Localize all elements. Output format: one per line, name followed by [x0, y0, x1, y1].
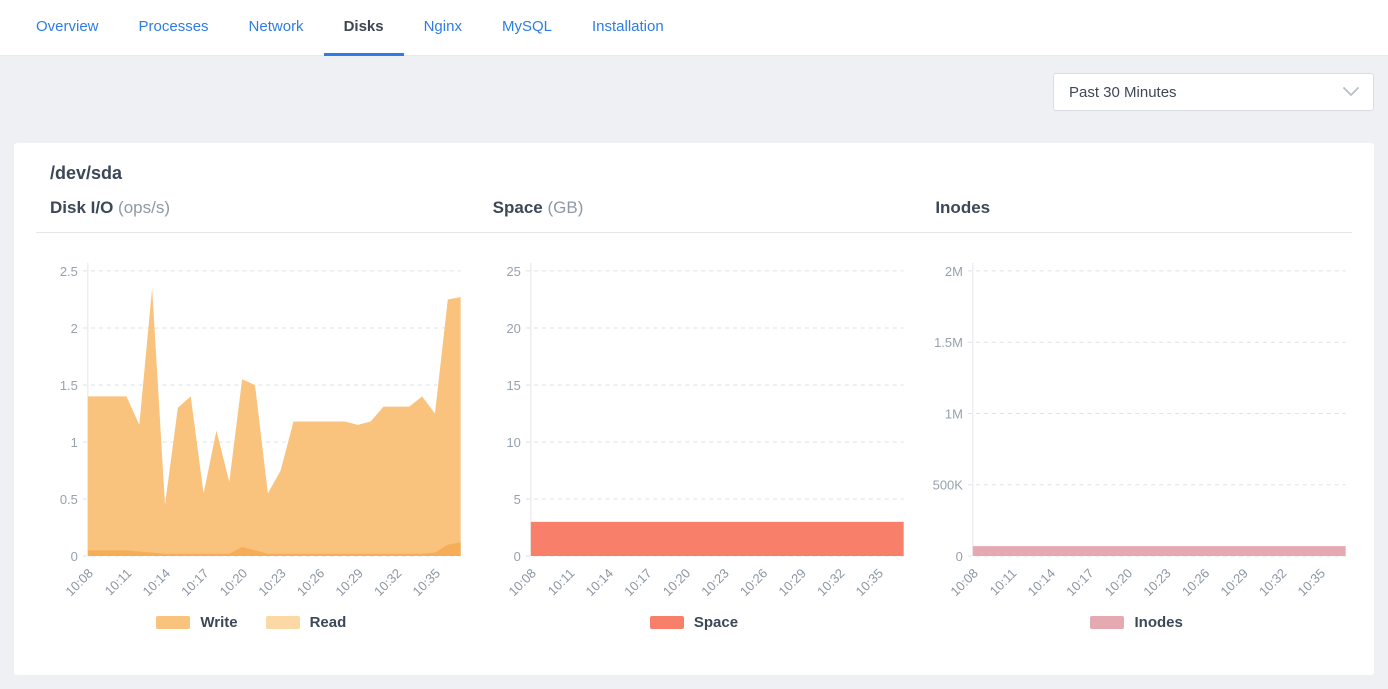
svg-text:2.5: 2.5: [60, 264, 78, 279]
legend-label: Read: [309, 613, 347, 631]
inodes-chart-col: 2M 1.5M 1M 500K 0 10:08 10:11 10:14 10:17 10:20 10…: [921, 249, 1352, 631]
chart-title-unit: (ops/s): [118, 198, 171, 217]
svg-text:10:17: 10:17: [178, 565, 212, 599]
legend-label: Write: [200, 613, 238, 631]
svg-text:10:23: 10:23: [1141, 565, 1175, 599]
space-chart-col: 25 20 15 10 5 0 10:08 10:11 10:14 10:17 10:20 10:23…: [479, 249, 910, 631]
legend-item-space[interactable]: Space: [649, 613, 739, 631]
svg-text:1.5M: 1.5M: [934, 335, 963, 350]
legend-label: Space: [693, 613, 739, 631]
chart-title-text: Space: [492, 198, 543, 217]
svg-text:2: 2: [71, 321, 78, 336]
svg-text:10:26: 10:26: [294, 565, 328, 599]
panel-title: /dev/sda: [50, 163, 123, 183]
legend-swatch: [649, 615, 684, 629]
space-chart: 25 20 15 10 5 0 10:08 10:11 10:14 10:17 10:20 10:23…: [505, 262, 904, 600]
svg-text:10:29: 10:29: [1218, 565, 1252, 599]
tab-overview[interactable]: Overview: [36, 18, 99, 35]
svg-text:10:08: 10:08: [62, 565, 96, 599]
svg-text:500K: 500K: [933, 478, 964, 493]
tab-installation[interactable]: Installation: [591, 18, 664, 35]
svg-text:10:32: 10:32: [814, 566, 848, 600]
chart-title-text: Disk I/O: [50, 198, 114, 217]
legend-label: Inodes: [1134, 613, 1183, 631]
svg-text:10:32: 10:32: [1256, 565, 1290, 599]
svg-text:0: 0: [956, 549, 963, 564]
svg-text:10:17: 10:17: [621, 566, 655, 600]
svg-text:10:20: 10:20: [1102, 565, 1136, 599]
svg-text:10:35: 10:35: [852, 566, 886, 600]
svg-text:10:26: 10:26: [737, 566, 771, 600]
tab-mysql[interactable]: MySQL: [501, 18, 552, 35]
svg-text:10:32: 10:32: [371, 565, 405, 599]
svg-text:10:29: 10:29: [332, 565, 366, 599]
svg-text:0.5: 0.5: [60, 492, 78, 507]
svg-text:10:23: 10:23: [255, 565, 289, 599]
chart-title-text: Inodes: [935, 198, 991, 217]
legend-item-read[interactable]: Read: [265, 613, 347, 631]
legend-swatch: [1090, 615, 1125, 629]
svg-text:25: 25: [506, 264, 520, 279]
svg-text:10:35: 10:35: [410, 565, 444, 599]
svg-text:2M: 2M: [945, 264, 963, 279]
time-range-value: Past 30 Minutes: [1069, 83, 1177, 101]
svg-text:10:14: 10:14: [582, 566, 616, 600]
svg-text:10:11: 10:11: [102, 565, 135, 598]
tab-bar: Overview Processes Network Disks Nginx M…: [0, 0, 1388, 56]
disk-io-chart-title: Disk I/O (ops/s): [36, 198, 467, 218]
chevron-down-icon: [1343, 87, 1359, 96]
inodes-legend: Inodes: [921, 614, 1352, 631]
svg-text:0: 0: [71, 549, 78, 564]
chart-title-unit: (GB): [547, 198, 584, 217]
tab-disks[interactable]: Disks: [323, 0, 404, 56]
svg-text:1: 1: [71, 435, 78, 450]
svg-text:10:14: 10:14: [140, 565, 174, 599]
svg-text:1.5: 1.5: [60, 378, 78, 393]
svg-text:10: 10: [506, 435, 520, 450]
tab-network[interactable]: Network: [248, 18, 304, 35]
legend-item-inodes[interactable]: Inodes: [1090, 613, 1183, 631]
svg-text:10:08: 10:08: [505, 566, 539, 600]
svg-text:10:29: 10:29: [775, 566, 809, 600]
svg-text:10:35: 10:35: [1295, 565, 1329, 599]
toolbar: Past 30 Minutes: [0, 56, 1388, 111]
legend-swatch: [265, 615, 300, 629]
time-range-select[interactable]: Past 30 Minutes: [1053, 73, 1374, 111]
disk-io-chart-col: 2.5 2 1.5 1 0.5 0 10:08 10:11 10:14 10:17 10:20 10:…: [36, 249, 467, 631]
svg-text:0: 0: [513, 549, 520, 564]
svg-text:5: 5: [513, 492, 520, 507]
svg-text:10:11: 10:11: [544, 566, 577, 599]
svg-text:10:14: 10:14: [1025, 565, 1059, 599]
svg-text:10:11: 10:11: [987, 565, 1020, 598]
space-chart-title: Space (GB): [479, 198, 910, 218]
legend-item-write[interactable]: Write: [156, 613, 238, 631]
svg-text:10:23: 10:23: [698, 566, 732, 600]
svg-text:10:20: 10:20: [659, 566, 693, 600]
svg-text:15: 15: [506, 378, 520, 393]
tab-processes[interactable]: Processes: [138, 18, 209, 35]
space-legend: Space: [479, 614, 910, 631]
disk-panel: /dev/sda Disk I/O (ops/s) Space (GB) Ino…: [14, 143, 1374, 675]
legend-swatch: [156, 615, 191, 629]
chart-titles-row: Disk I/O (ops/s) Space (GB) Inodes: [36, 198, 1352, 233]
inodes-chart-title: Inodes: [921, 198, 1352, 218]
svg-text:10:20: 10:20: [217, 565, 251, 599]
svg-text:20: 20: [506, 321, 520, 336]
charts-row: 2.5 2 1.5 1 0.5 0 10:08 10:11 10:14 10:17 10:20 10:…: [36, 249, 1352, 631]
svg-text:1M: 1M: [945, 406, 963, 421]
tab-nginx[interactable]: Nginx: [423, 18, 462, 35]
svg-text:10:17: 10:17: [1063, 565, 1097, 599]
disk-io-legend: Write Read: [36, 614, 467, 631]
svg-text:10:08: 10:08: [948, 565, 982, 599]
svg-text:10:26: 10:26: [1179, 565, 1213, 599]
